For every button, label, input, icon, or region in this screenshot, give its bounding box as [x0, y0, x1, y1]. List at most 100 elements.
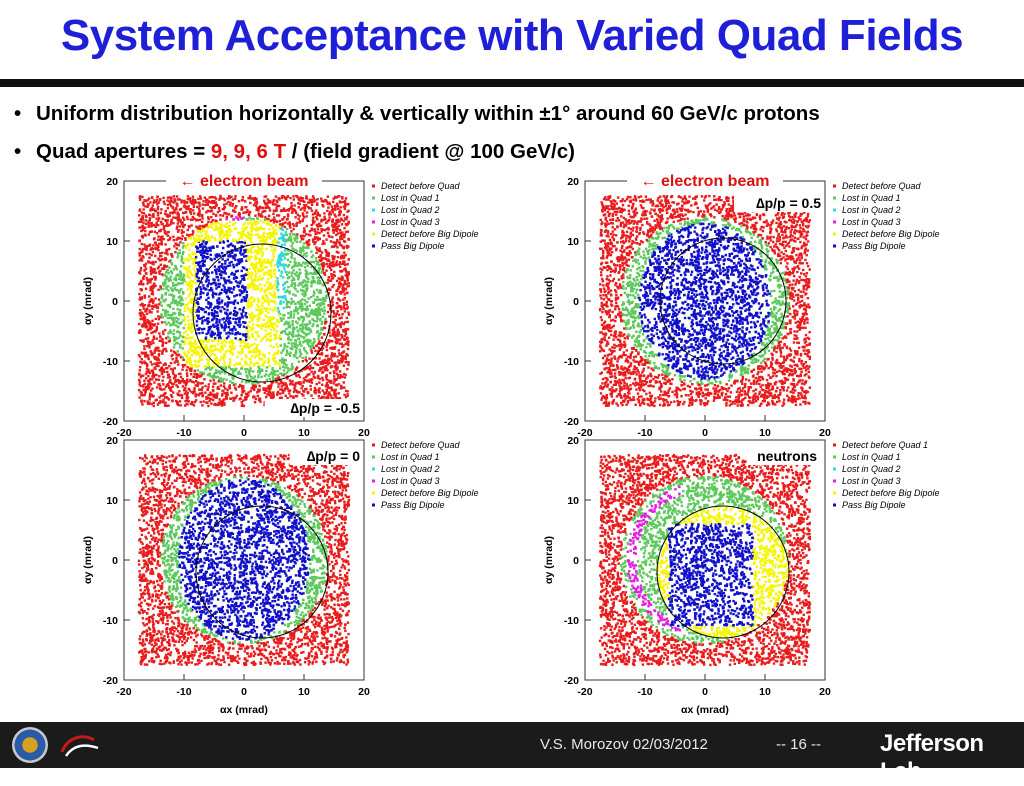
- point-detect-before-quad: [145, 219, 147, 221]
- point-lost-quad1: [292, 266, 294, 268]
- point-detect-before-quad: [150, 254, 152, 256]
- point-detect-before-quad: [343, 381, 345, 383]
- point-detect-before-quad: [311, 204, 313, 206]
- point-detect-before-quad: [154, 363, 156, 365]
- point-detect-before-quad: [169, 223, 171, 225]
- point-lost-quad1: [286, 234, 288, 236]
- point-lost-quad1: [313, 292, 315, 294]
- point-detect-before-quad: [314, 371, 316, 373]
- point-detect-before-quad: [195, 380, 197, 382]
- point-pass-big-dipole: [217, 279, 219, 281]
- point-detect-before-quad: [179, 404, 181, 406]
- point-detect-before-quad: [222, 390, 224, 392]
- point-detect-before-quad: [142, 221, 144, 223]
- point-detect-before-big-dipole: [274, 294, 276, 296]
- point-pass-big-dipole: [228, 326, 230, 328]
- point-detect-before-quad: [181, 238, 183, 240]
- point-detect-before-quad: [165, 337, 167, 339]
- point-lost-quad1: [298, 318, 300, 320]
- point-detect-before-big-dipole: [259, 283, 261, 285]
- point-lost-quad1: [317, 338, 319, 340]
- point-lost-quad1: [287, 367, 289, 369]
- point-detect-before-quad: [139, 385, 141, 387]
- point-detect-before-quad: [309, 207, 311, 209]
- point-detect-before-big-dipole: [264, 326, 266, 328]
- point-detect-before-quad: [162, 376, 164, 378]
- point-lost-quad1: [170, 275, 172, 277]
- point-pass-big-dipole: [234, 254, 236, 256]
- point-pass-big-dipole: [230, 287, 232, 289]
- point-detect-before-quad: [333, 271, 335, 273]
- point-detect-before-quad: [216, 396, 218, 398]
- point-detect-before-big-dipole: [261, 305, 263, 307]
- point-lost-quad1: [291, 345, 293, 347]
- point-detect-before-quad: [269, 209, 271, 211]
- point-pass-big-dipole: [201, 320, 203, 322]
- point-detect-before-quad: [276, 201, 278, 203]
- point-detect-before-quad: [149, 201, 151, 203]
- point-detect-before-big-dipole: [260, 340, 262, 342]
- point-detect-before-quad: [193, 376, 195, 378]
- point-pass-big-dipole: [213, 307, 215, 309]
- point-detect-before-quad: [204, 204, 206, 206]
- point-detect-before-quad: [341, 201, 343, 203]
- point-detect-before-quad: [340, 387, 342, 389]
- point-pass-big-dipole: [201, 317, 203, 319]
- point-detect-before-quad: [188, 388, 190, 390]
- point-detect-before-quad: [328, 276, 330, 278]
- point-detect-before-quad: [332, 382, 334, 384]
- point-detect-before-quad: [170, 221, 172, 223]
- point-detect-before-big-dipole: [229, 234, 231, 236]
- point-detect-before-quad: [344, 310, 346, 312]
- point-detect-before-quad: [257, 395, 259, 397]
- point-detect-before-big-dipole: [263, 319, 265, 321]
- point-detect-before-big-dipole: [240, 237, 242, 239]
- point-pass-big-dipole: [223, 286, 225, 288]
- point-lost-quad1: [287, 286, 289, 288]
- point-lost-quad1: [285, 354, 287, 356]
- point-detect-before-big-dipole: [244, 222, 246, 224]
- point-detect-before-quad: [157, 315, 159, 317]
- point-lost-quad1: [310, 296, 312, 298]
- point-pass-big-dipole: [206, 253, 208, 255]
- point-pass-big-dipole: [221, 271, 223, 273]
- point-detect-before-big-dipole: [267, 259, 269, 261]
- point-detect-before-quad: [180, 199, 182, 201]
- point-detect-before-quad: [315, 209, 317, 211]
- point-lost-quad1: [290, 339, 292, 341]
- point-detect-before-big-dipole: [267, 358, 269, 360]
- point-detect-before-quad: [192, 231, 194, 233]
- point-detect-before-quad: [293, 391, 295, 393]
- point-detect-before-quad: [338, 306, 340, 308]
- point-detect-before-quad: [171, 400, 173, 402]
- point-detect-before-quad: [265, 195, 267, 197]
- point-detect-before-quad: [193, 387, 195, 389]
- point-detect-before-quad: [298, 206, 300, 208]
- point-detect-before-quad: [181, 232, 183, 234]
- point-pass-big-dipole: [224, 270, 226, 272]
- point-detect-before-quad: [156, 196, 158, 198]
- point-lost-quad1: [165, 292, 167, 294]
- point-detect-before-big-dipole: [250, 241, 252, 243]
- point-detect-before-big-dipole: [276, 346, 278, 348]
- point-pass-big-dipole: [196, 250, 198, 252]
- point-detect-before-quad: [316, 224, 318, 226]
- point-pass-big-dipole: [244, 242, 246, 244]
- point-detect-before-quad: [145, 253, 147, 255]
- plots-canvas: -2020-10100010-1020-20αy (mrad)Detect be…: [0, 0, 1024, 722]
- point-detect-before-quad: [212, 386, 214, 388]
- point-pass-big-dipole: [230, 301, 232, 303]
- point-detect-before-big-dipole: [251, 296, 253, 298]
- point-detect-before-quad: [340, 206, 342, 208]
- point-detect-before-big-dipole: [251, 355, 253, 357]
- point-detect-before-big-dipole: [268, 364, 270, 366]
- point-detect-before-quad: [218, 380, 220, 382]
- point-detect-before-quad: [325, 396, 327, 398]
- point-pass-big-dipole: [228, 287, 230, 289]
- point-lost-quad2: [277, 266, 279, 268]
- point-pass-big-dipole: [199, 293, 201, 295]
- point-detect-before-quad: [162, 333, 164, 335]
- point-detect-before-big-dipole: [223, 361, 225, 363]
- point-detect-before-quad: [335, 315, 337, 317]
- point-detect-before-quad: [333, 312, 335, 314]
